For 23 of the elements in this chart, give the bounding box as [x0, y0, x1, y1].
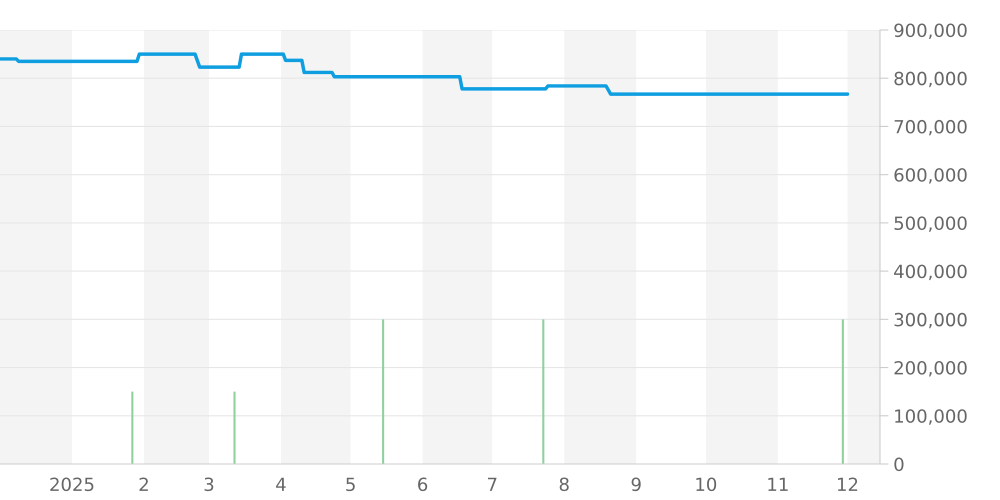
y-tick-label: 0: [894, 457, 904, 472]
y-tick-label: 900,000: [894, 23, 967, 39]
x-tick-label: 10: [696, 478, 716, 492]
x-tick-label: 5: [346, 478, 355, 492]
x-tick-label: 6: [418, 478, 428, 492]
x-tick-label: 11: [768, 478, 788, 491]
x-tick-label: 12: [838, 478, 858, 491]
x-tick-label: 2: [140, 478, 148, 491]
y-tick-label: 300,000: [894, 312, 967, 328]
y-tick-label: 100,000: [895, 409, 967, 425]
y-tick-label: 600,000: [894, 168, 967, 184]
x-tick-label: 9: [632, 478, 641, 492]
x-tick-label: 7: [488, 478, 496, 491]
y-tick-label: 500,000: [894, 216, 967, 232]
y-tick-label: 200,000: [894, 361, 967, 377]
x-tick-label: 8: [560, 478, 569, 492]
y-tick-label: 700,000: [894, 120, 967, 136]
line-series: [0, 52, 850, 96]
y-tick-label: 800,000: [894, 72, 967, 88]
x-tick-label: 4: [276, 478, 286, 491]
y-tick-label: 400,000: [894, 264, 967, 280]
x-tick-label: 3: [204, 478, 214, 492]
x-tick-label: 2025: [50, 478, 94, 492]
